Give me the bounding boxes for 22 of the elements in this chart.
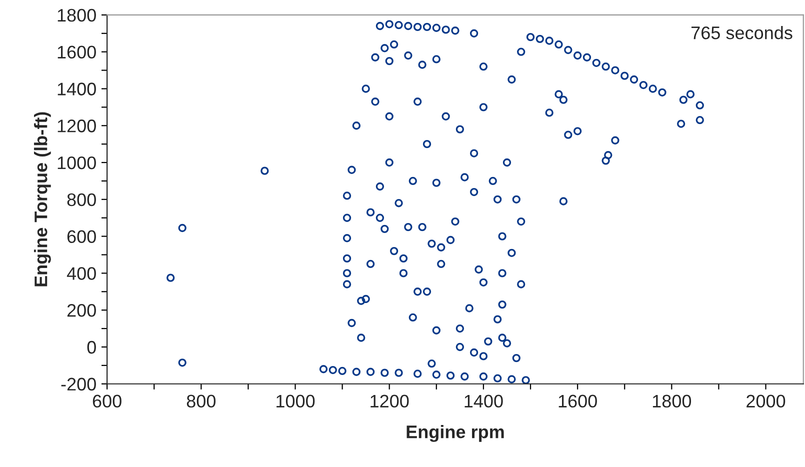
x-tick-label: 1000 [276, 394, 315, 408]
y-tick-label: 1200 [58, 120, 96, 132]
annotation: 765 seconds [691, 26, 792, 40]
y-tick-label: 1400 [58, 82, 96, 96]
x-axis-title: Engine rpm [406, 425, 504, 442]
y-tick-label: 1800 [58, 8, 96, 22]
y-tick-label: 200 [67, 304, 96, 317]
x-tick-label: 600 [92, 394, 122, 408]
y-tick-label: 1000 [58, 156, 96, 170]
y-tick-label: 0 [87, 340, 96, 354]
x-tick-label: 1400 [464, 394, 503, 408]
x-tick-label: 800 [186, 394, 216, 408]
y-tick-label: 600 [67, 230, 96, 244]
x-tick-label: 1800 [652, 394, 692, 408]
y-tick-label: 1600 [58, 46, 96, 59]
x-tick-label: 1600 [558, 394, 597, 408]
y-tick-label: -200 [61, 378, 96, 391]
x-tick-label: 2000 [746, 394, 786, 408]
y-tick-label: 400 [66, 267, 96, 280]
y-tick-label: 800 [67, 193, 96, 206]
x-tick-label: 1200 [370, 394, 409, 408]
y-axis-title: Engine Torque (lb-ft) [34, 112, 51, 286]
